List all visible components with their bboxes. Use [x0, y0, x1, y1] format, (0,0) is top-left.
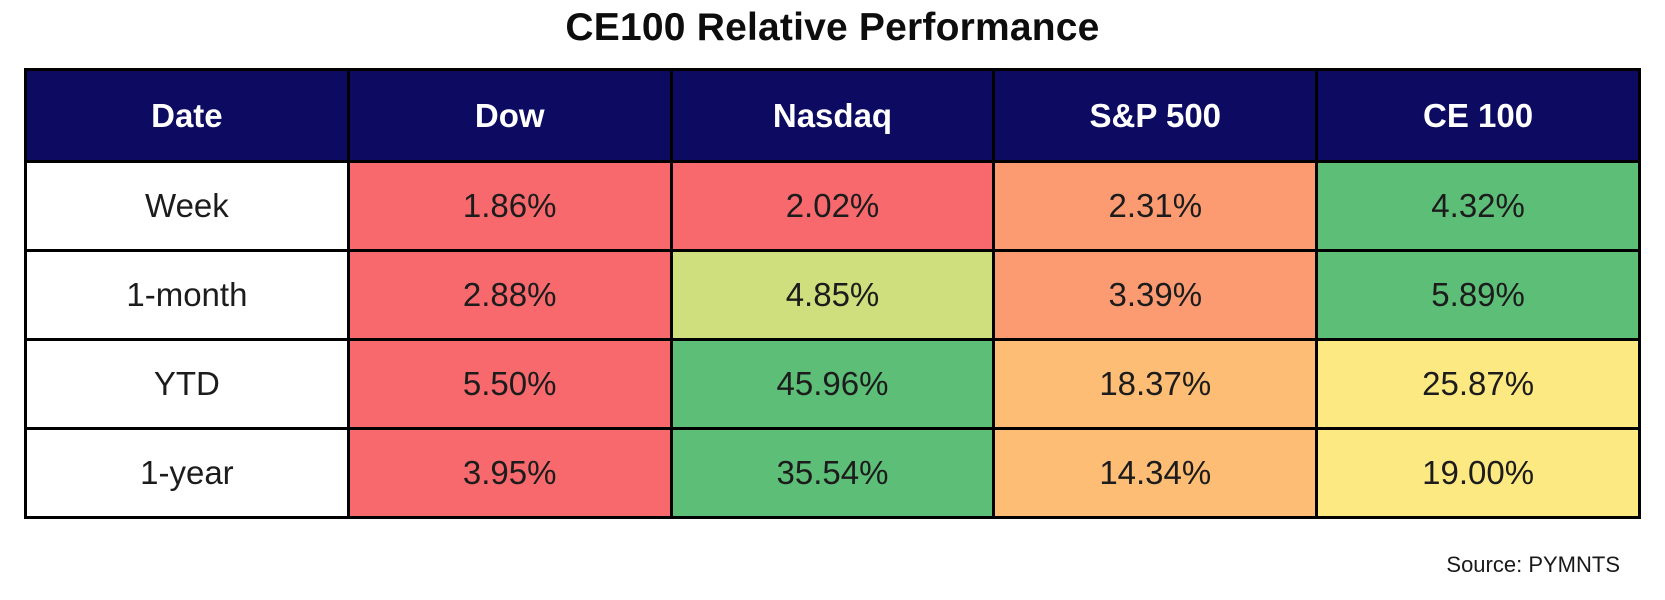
cell-week-nasdaq: 2.02% [669, 160, 996, 252]
cell-1-year-nasdaq: 35.54% [669, 427, 996, 519]
column-header-ce100: CE 100 [1315, 68, 1641, 163]
column-header-nasdaq: Nasdaq [669, 68, 996, 163]
cell-ytd-sp500: 18.37% [992, 338, 1319, 430]
table-row-week: Week 1.86% 2.02% 2.31% 4.32% [24, 160, 1641, 252]
header-row: Date Dow Nasdaq S&P 500 CE 100 [24, 68, 1641, 163]
chart-title: CE100 Relative Performance [565, 6, 1100, 49]
cell-week-sp500: 2.31% [992, 160, 1319, 252]
table-row-ytd: YTD 5.50% 45.96% 18.37% 25.87% [24, 338, 1641, 430]
cell-1-year-dow: 3.95% [346, 427, 673, 519]
row-label-ytd: YTD [24, 338, 350, 430]
cell-ytd-ce100: 25.87% [1315, 338, 1641, 430]
row-label-week: Week [24, 160, 350, 252]
cell-1-month-sp500: 3.39% [992, 249, 1319, 341]
cell-week-dow: 1.86% [346, 160, 673, 252]
table-row-1-year: 1-year 3.95% 35.54% 14.34% 19.00% [24, 427, 1641, 519]
cell-week-ce100: 4.32% [1315, 160, 1641, 252]
row-label-1-year: 1-year [24, 427, 350, 519]
performance-table: Date Dow Nasdaq S&P 500 CE 100 Week 1.86… [24, 68, 1641, 519]
source-label: Source: PYMNTS [1446, 552, 1620, 577]
cell-ytd-nasdaq: 45.96% [669, 338, 996, 430]
column-header-dow: Dow [346, 68, 673, 163]
cell-1-month-nasdaq: 4.85% [669, 249, 996, 341]
column-header-sp500: S&P 500 [992, 68, 1319, 163]
cell-1-year-sp500: 14.34% [992, 427, 1319, 519]
cell-1-year-ce100: 19.00% [1315, 427, 1641, 519]
row-label-1-month: 1-month [24, 249, 350, 341]
cell-1-month-dow: 2.88% [346, 249, 673, 341]
cell-1-month-ce100: 5.89% [1315, 249, 1641, 341]
column-header-date: Date [24, 68, 350, 163]
cell-ytd-dow: 5.50% [346, 338, 673, 430]
table-row-1-month: 1-month 2.88% 4.85% 3.39% 5.89% [24, 249, 1641, 341]
